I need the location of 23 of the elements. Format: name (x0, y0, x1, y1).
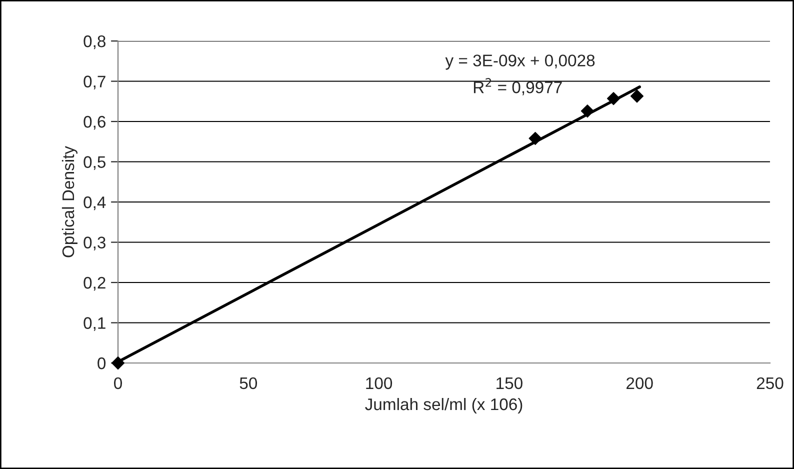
point (111, 356, 125, 370)
y-tick-label: 0,8 (84, 35, 106, 50)
y-tick-label: 0,3 (84, 236, 106, 250)
y-tick-label: 0,5 (84, 156, 106, 170)
y-axis-title: Optical Density (62, 146, 78, 258)
y-tick-label: 0,4 (84, 196, 106, 210)
point (580, 104, 594, 118)
x-tick-label: 50 (240, 377, 258, 390)
y-tick-label: 0,7 (84, 76, 106, 90)
y-tick-label: 0,1 (84, 317, 106, 331)
x-tick-label: 0 (114, 377, 122, 390)
x-axis-title: Jumlah sel/ml (x 106) (365, 398, 522, 414)
x-tick-label: 200 (626, 377, 653, 390)
y-tick-label: 0,2 (84, 276, 106, 291)
point (630, 90, 644, 103)
x-tick-label: 100 (366, 377, 392, 390)
annotation: y = 3E-09x + 0,0028 (445, 54, 595, 70)
y-tick-label: 0,6 (84, 116, 106, 130)
point (528, 132, 542, 145)
point (606, 92, 620, 106)
y-tick-label: 0 (98, 357, 106, 370)
x-tick-label: 250 (756, 377, 784, 390)
x-tick-label: 150 (496, 377, 522, 390)
